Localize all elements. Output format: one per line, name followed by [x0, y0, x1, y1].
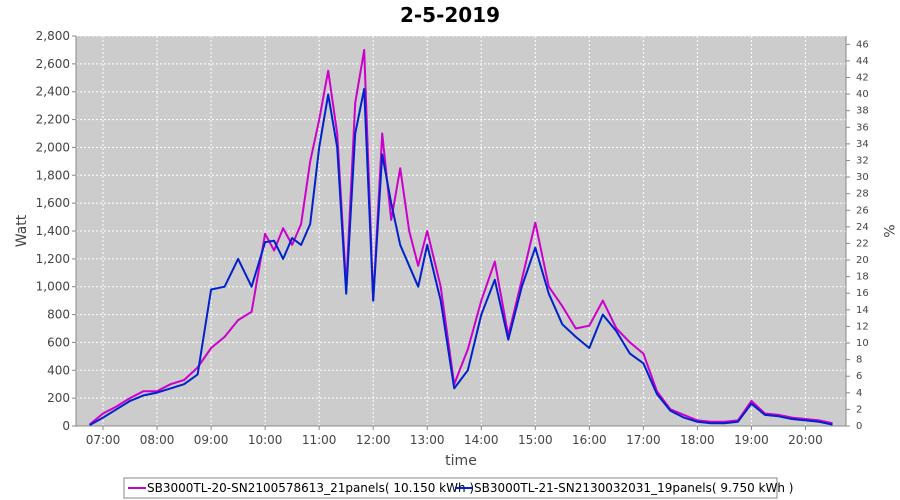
y-tick-label: 1,600: [36, 196, 70, 210]
series-line-2: [89, 87, 833, 427]
y2-tick-label: 40: [856, 89, 869, 100]
y2-tick-label: 4: [856, 388, 862, 399]
x-tick-label: 11:00: [302, 433, 337, 447]
y2-tick-label: 10: [856, 338, 869, 349]
y2-tick-label: 12: [856, 321, 869, 332]
y-tick-label: 0: [62, 419, 70, 433]
y-tick-label: 1,200: [36, 252, 70, 266]
x-tick-label: 18:00: [680, 433, 715, 447]
y2-tick-label: 20: [856, 255, 869, 266]
y2-tick-label: 36: [856, 122, 869, 133]
y2-tick-label: 44: [856, 56, 869, 67]
y-tick-label: 200: [47, 391, 70, 405]
y-tick-label: 400: [47, 363, 70, 377]
y-tick-label: 600: [47, 335, 70, 349]
y2-axis-label: %: [880, 224, 896, 237]
y2-tick-label: 22: [856, 238, 869, 249]
y2-tick-label: 46: [856, 39, 869, 50]
y-tick-label: 2,200: [36, 113, 70, 127]
y2-tick-label: 8: [856, 355, 862, 366]
y-tick-label: 1,800: [36, 168, 70, 182]
y-tick-label: 2,000: [36, 140, 70, 154]
x-tick-label: 12:00: [356, 433, 391, 447]
y-tick-label: 800: [47, 308, 70, 322]
y2-tick-label: 28: [856, 189, 869, 200]
y2-axis-ticks: 0246810121416182022242628303234363840424…: [846, 39, 869, 432]
x-tick-label: 14:00: [464, 433, 499, 447]
y-axis-ticks: 0 200 400 600 800 1,000 1,200 1,400 1,600 1,800 2,…: [36, 29, 76, 433]
y-tick-label: 2,400: [36, 85, 70, 99]
y2-tick-label: 26: [856, 205, 869, 216]
legend-label-series-2: SB3000TL-21-SN2130032031_19panels( 9.750…: [474, 481, 793, 495]
series-lines: [88, 48, 833, 427]
y-tick-label: 1,400: [36, 224, 70, 238]
y2-tick-label: 24: [856, 222, 869, 233]
y2-tick-label: 42: [856, 72, 869, 83]
y2-tick-label: 34: [856, 139, 869, 150]
x-axis-label: time: [445, 453, 477, 469]
y-tick-label: 2,800: [36, 29, 70, 43]
y2-tick-label: 14: [856, 305, 869, 316]
x-tick-label: 10:00: [248, 433, 283, 447]
grid-lines: [76, 35, 846, 427]
series-line-1: [88, 48, 833, 426]
y-axis-label: Watt: [14, 214, 30, 247]
x-tick-label: 07:00: [86, 433, 121, 447]
x-tick-label: 16:00: [572, 433, 607, 447]
legend-box: [123, 477, 778, 499]
y2-tick-label: 16: [856, 288, 869, 299]
legend-label-series-1: SB3000TL-20-SN2100578613_21panels( 10.15…: [147, 481, 474, 495]
x-tick-label: 13:00: [410, 433, 445, 447]
y2-tick-label: 38: [856, 106, 869, 117]
legend: SB3000TL-20-SN2100578613_21panels( 10.15…: [123, 477, 793, 499]
x-tick-label: 09:00: [194, 433, 229, 447]
x-tick-label: 15:00: [518, 433, 553, 447]
y2-tick-label: 32: [856, 155, 869, 166]
y2-tick-label: 6: [856, 371, 862, 382]
y2-tick-label: 2: [856, 404, 862, 415]
y-tick-label: 2,600: [36, 57, 70, 71]
x-tick-label: 19:00: [734, 433, 769, 447]
y2-tick-label: 18: [856, 272, 869, 283]
y2-tick-label: 30: [856, 172, 869, 183]
x-axis-ticks: 07:00 08:00 09:00 10:00 11:00 12:00 13:00 14:00…: [86, 426, 823, 447]
x-tick-label: 20:00: [788, 433, 823, 447]
y2-tick-label: 0: [856, 421, 862, 432]
x-tick-label: 08:00: [140, 433, 175, 447]
x-tick-label: 17:00: [626, 433, 661, 447]
chart-title: 2-5-2019: [400, 3, 500, 27]
y-tick-label: 1,000: [36, 280, 70, 294]
